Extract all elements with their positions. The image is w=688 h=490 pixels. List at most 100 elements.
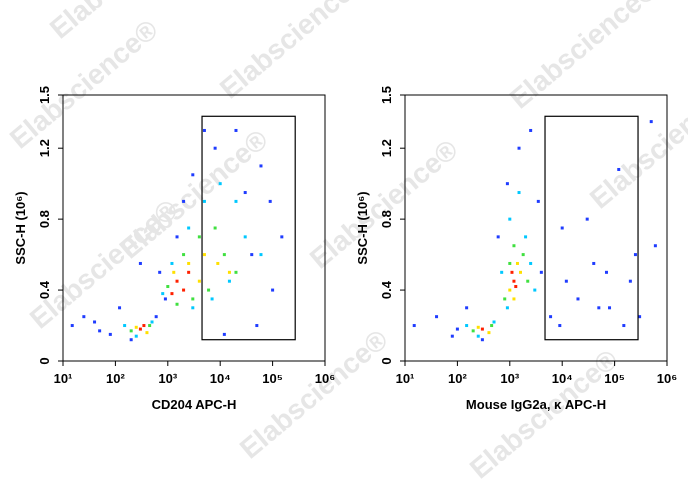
cell-point [216,261,220,265]
cell-point [191,173,195,177]
cell-point [123,324,127,328]
cell-point [197,279,201,283]
cell-point [175,235,179,239]
cell-point [161,292,165,296]
cell-point [480,338,484,342]
cell-point [480,327,484,331]
cell-point [243,191,247,195]
cell-point [503,297,507,301]
cell-point [512,244,516,248]
cell-point [170,261,174,265]
cell-point [514,285,518,289]
cell-point [234,199,238,203]
x-tick-label: 10² [448,371,467,386]
cell-point [633,253,637,257]
cell-point [182,253,186,257]
x-tick-label: 10⁶ [315,371,335,386]
cell-point [649,120,653,124]
y-tick-label: 1.2 [379,139,394,157]
cell-point [163,297,167,301]
cell-point [259,253,263,257]
cell-point [108,332,112,336]
cell-point [549,315,553,319]
y-tick-label: 0.4 [37,280,52,299]
x-tick-label: 10¹ [396,371,415,386]
cell-point [517,146,521,150]
cell-point [222,332,226,336]
cell-point [510,270,514,274]
watermark: Elabscience® [234,323,394,464]
cell-point [118,306,122,310]
cell-point [234,128,238,132]
cell-point [234,270,238,274]
cell-point [496,235,500,239]
cell-point [592,261,596,265]
cell-point [175,302,179,306]
y-tick-label: 0.4 [379,280,394,299]
cell-point [134,325,138,329]
cell-point [129,338,133,342]
cell-point [191,297,195,301]
cell-point [207,288,211,292]
cell-point [243,235,247,239]
cell-point [536,199,540,203]
cell-point [187,270,191,274]
cell-point [490,324,494,328]
cell-point [539,270,543,274]
plot-frame [404,94,668,362]
cell-point [435,315,439,319]
cell-point [526,279,530,283]
y-tick-label: 1.2 [37,139,52,157]
cell-point [564,279,568,283]
cell-point [255,324,259,328]
x-tick-label: 10⁴ [552,371,573,386]
cell-point [166,285,170,289]
x-tick-label: 10⁴ [210,371,231,386]
cell-point [259,164,263,168]
cell-point [142,324,146,328]
cell-point [70,324,74,328]
plot-frame [62,94,326,362]
cell-point [202,199,206,203]
cell-point [187,226,191,230]
cell-point [576,297,580,301]
watermark: Elabscience® [214,0,374,105]
cell-point [202,253,206,257]
cell-point [158,270,162,274]
cell-point [529,261,533,265]
cell-point [150,320,154,324]
gate [544,115,639,341]
y-axis-label: SSC-H (10⁶) [13,191,28,264]
cell-point [268,199,272,203]
cell-point [560,226,564,230]
cell-point [98,329,102,333]
cell-point [210,297,214,301]
cell-point [465,306,469,310]
cell-point [476,325,480,329]
cell-point [191,306,195,310]
cell-point [512,279,516,283]
cell-point [412,324,416,328]
cell-point [202,128,206,132]
watermark: Elabscience® [4,13,164,154]
x-tick-label: 10⁶ [657,371,677,386]
cell-point [597,306,601,310]
plot: 10¹ 10² 10³ 10⁴ 10⁵ 10⁶ 0 0.4 0.8 1.2 1.5 Mouse IgG… [355,86,677,412]
cell-point [505,182,509,186]
cell-point [471,329,475,333]
cell-point [148,324,152,328]
cell-point [175,279,179,283]
watermark: Elabscience® [464,343,624,484]
cell-point [227,270,231,274]
cell-point [182,288,186,292]
cell-point [145,331,149,335]
cell-point [521,253,525,257]
cell-point [653,244,657,248]
cell-point [450,334,454,338]
cell-point [628,279,632,283]
cell-point [617,167,621,171]
cell-point [93,320,97,324]
cell-point [508,261,512,265]
cell-point [517,191,521,195]
